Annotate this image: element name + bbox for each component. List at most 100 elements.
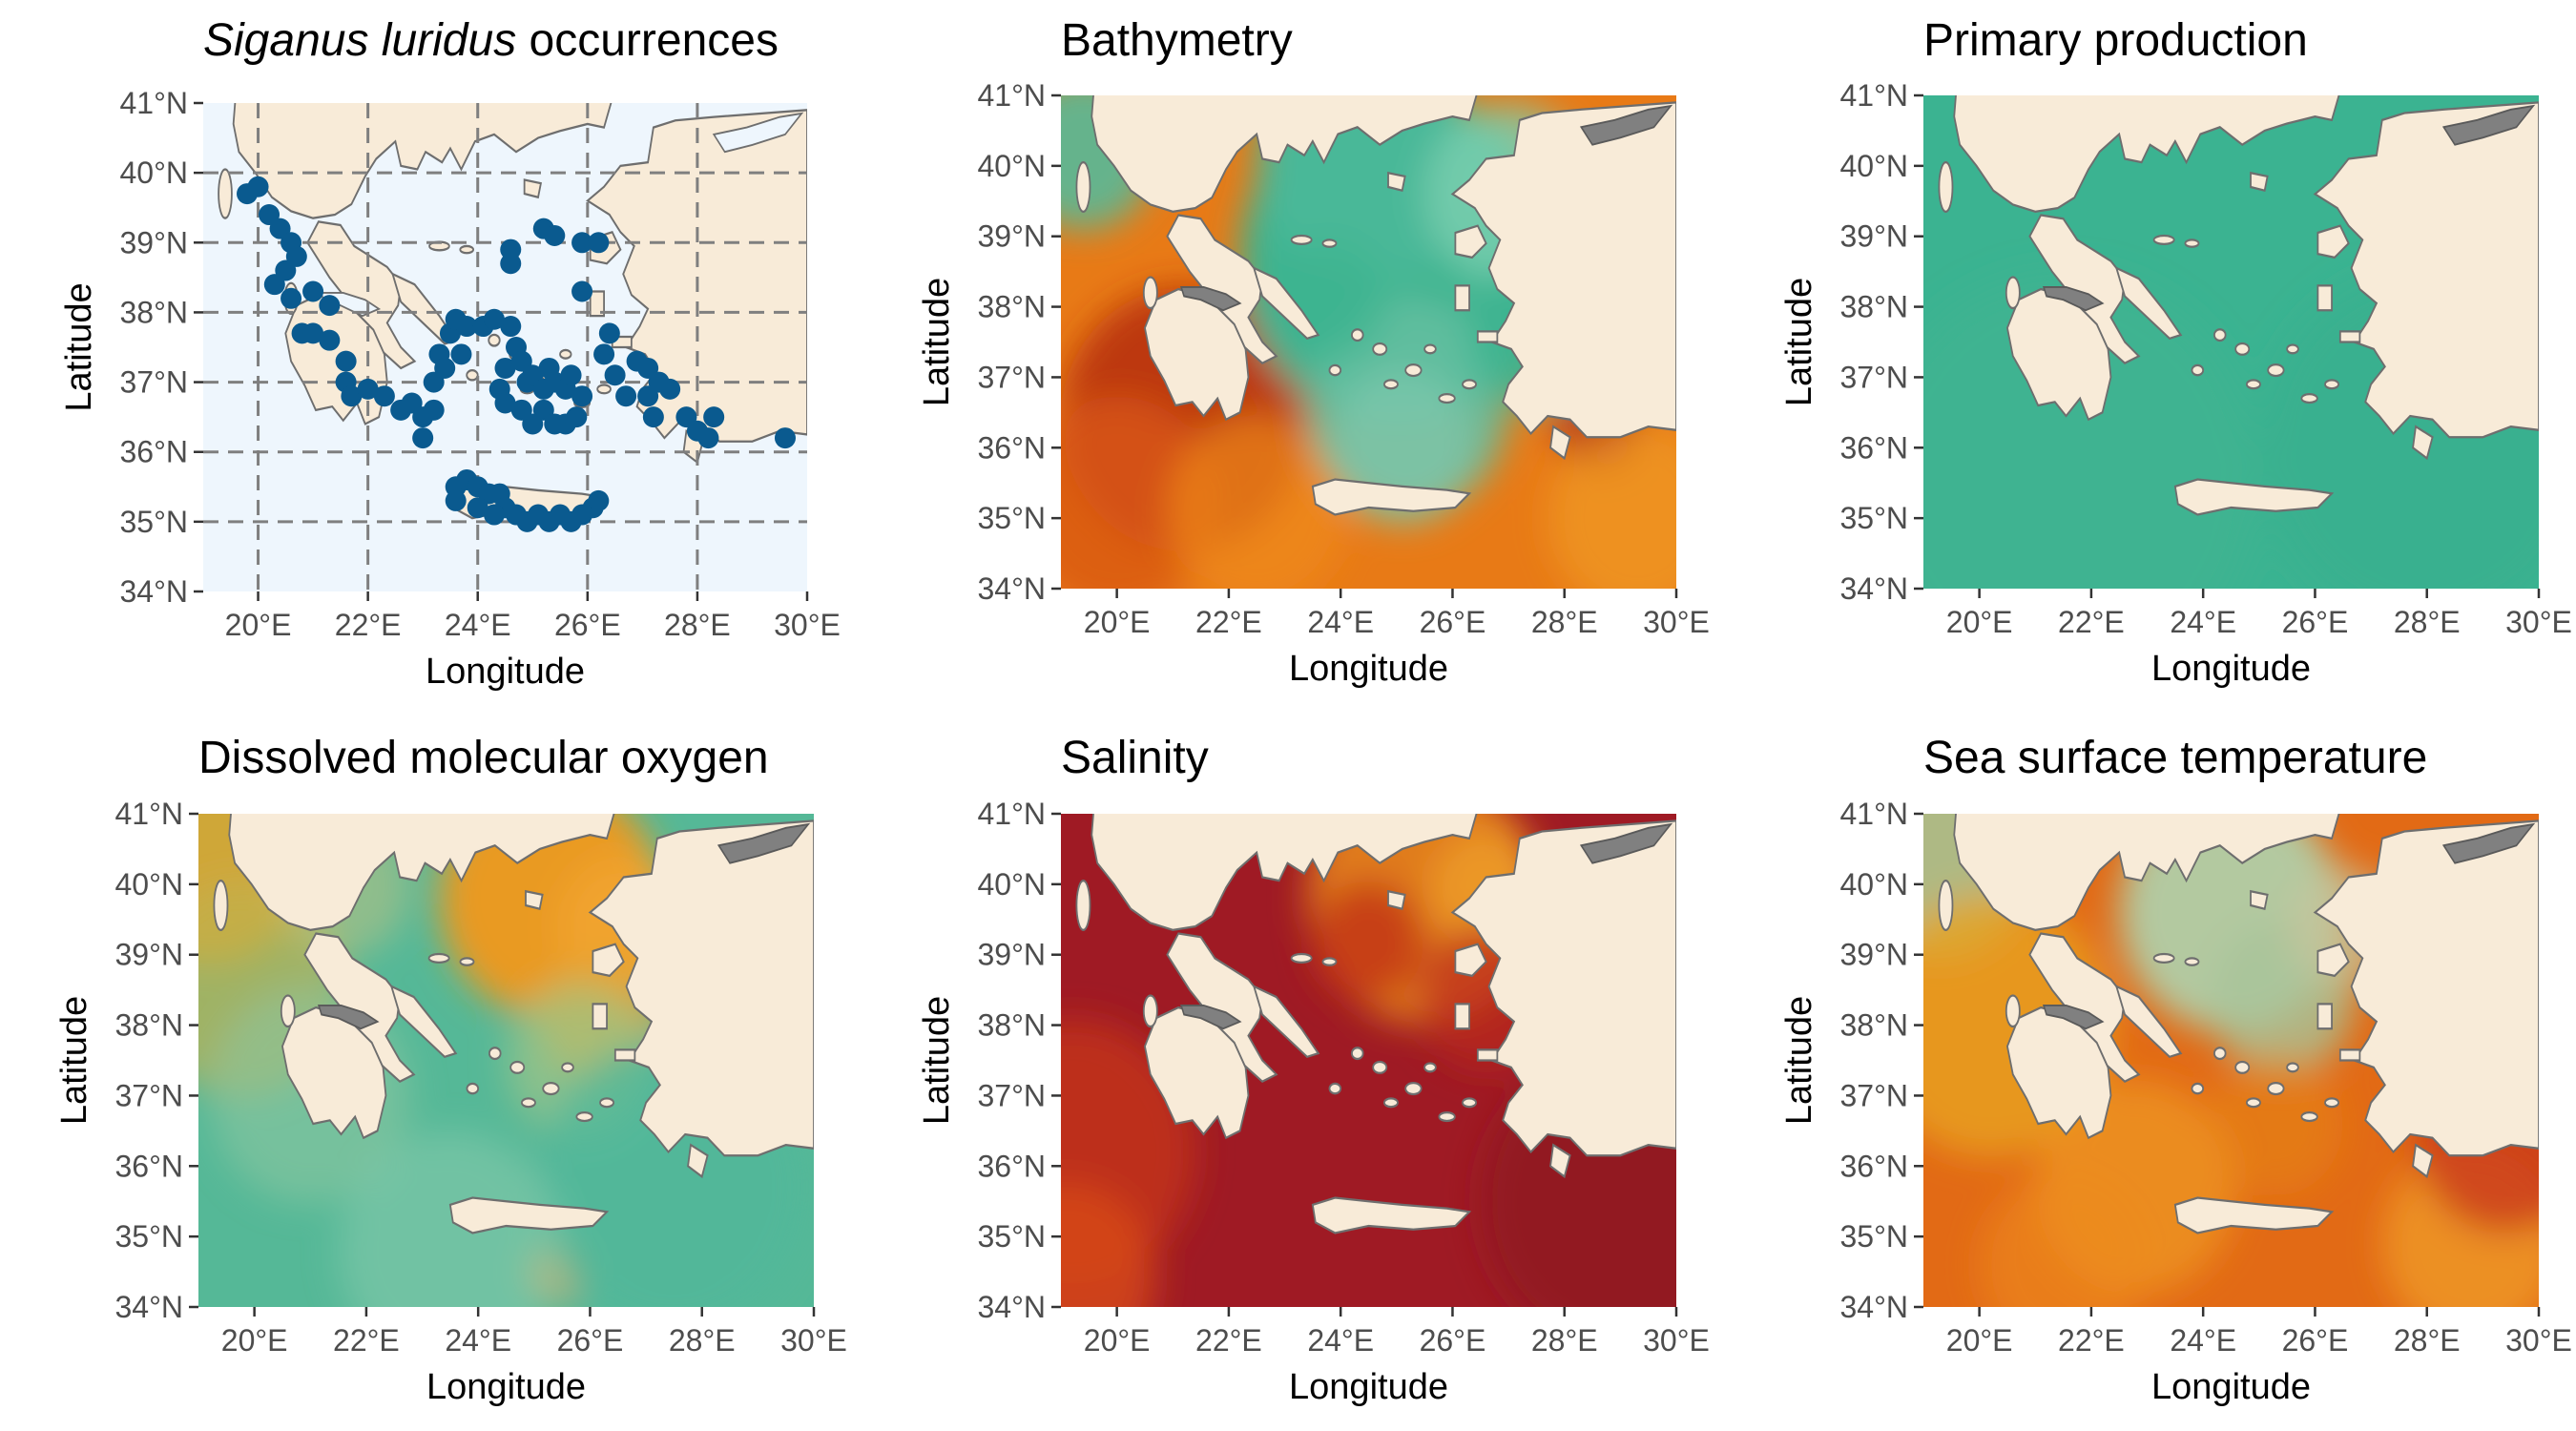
x-axis-label: Longitude [2151, 1367, 2311, 1407]
occurrence-point [659, 378, 681, 400]
x-tick-label: 22°E [2058, 1323, 2125, 1358]
occurrence-point [263, 274, 285, 296]
x-tick-label: 20°E [1084, 1323, 1151, 1358]
y-axis-label: Latitude [59, 282, 99, 411]
x-tick-label: 20°E [1946, 1323, 2013, 1358]
x-tick-label: 28°E [664, 608, 731, 642]
y-tick-label: 34°N [1840, 1290, 1909, 1324]
y-tick-label: 34°N [978, 571, 1047, 606]
occurrence-point [467, 497, 488, 519]
occurrence-point [302, 322, 324, 344]
x-tick-label: 26°E [2282, 605, 2349, 639]
occurrence-point [280, 287, 302, 309]
occurrence-point [544, 224, 566, 246]
map-area: 41°N 40°N 39°N 38°N 37°N 36°N 35°N 34°N 20°E 22°E… [59, 86, 841, 692]
map-area: 41°N 40°N 39°N 38°N 37°N 36°N 35°N 34°N 20°E 22°E… [917, 78, 1710, 689]
panel-title-rest: occurrences [516, 15, 779, 66]
occurrence-point [571, 280, 593, 302]
map-area: 41°N 40°N 39°N 38°N 37°N 36°N 35°N 34°N 20°E 22°E… [1779, 797, 2572, 1407]
y-tick-label: 41°N [115, 797, 184, 831]
axes: 41°N 40°N 39°N 38°N 37°N 36°N 35°N 34°N 20°E 22°E… [917, 78, 1710, 689]
y-tick-label: 38°N [120, 295, 189, 329]
y-tick-label: 35°N [978, 501, 1047, 535]
y-tick-label: 34°N [1840, 571, 1909, 606]
y-tick-label: 38°N [1840, 290, 1909, 324]
y-tick-label: 36°N [120, 435, 189, 469]
occurrence-point [571, 385, 593, 407]
x-tick-label: 28°E [669, 1323, 736, 1358]
occurrence-point [412, 427, 434, 449]
x-tick-label: 28°E [2394, 1323, 2461, 1358]
y-tick-label: 36°N [1840, 1149, 1909, 1183]
occurrence-point [434, 357, 456, 379]
y-tick-label: 35°N [120, 505, 189, 539]
axes: 41°N 40°N 39°N 38°N 37°N 36°N 35°N 34°N 20°E 22°E… [59, 86, 841, 692]
y-axis-label: Latitude [917, 278, 957, 406]
occurrence-point [697, 427, 719, 449]
occurrence-point [247, 176, 269, 197]
occurrence-point [774, 427, 796, 449]
panel-title: Sea surface temperature [1923, 733, 2427, 783]
y-tick-label: 39°N [1840, 938, 1909, 972]
map-area: 41°N 40°N 39°N 38°N 37°N 36°N 35°N 34°N 20°E 22°E… [1779, 78, 2572, 689]
occurrence-point [494, 357, 516, 379]
occurrence-point [302, 280, 324, 302]
y-tick-label: 34°N [978, 1290, 1047, 1324]
x-tick-label: 30°E [1643, 605, 1710, 639]
occurrence-point [483, 504, 505, 526]
y-tick-label: 39°N [120, 225, 189, 259]
y-tick-label: 39°N [978, 938, 1047, 972]
x-tick-label: 20°E [225, 608, 292, 642]
occurrence-point [483, 308, 505, 330]
occurrence-point [319, 295, 341, 317]
panel-pp: Primary production 41°N 40°N 39°N 38°N 37°N 36… [1779, 15, 2572, 689]
y-tick-label: 41°N [120, 86, 189, 120]
occurrence-point [450, 343, 472, 365]
x-tick-label: 28°E [1531, 605, 1598, 639]
occurrence-point [560, 364, 582, 386]
x-tick-label: 24°E [445, 1323, 511, 1358]
y-tick-label: 34°N [115, 1290, 184, 1324]
occurrence-point [456, 316, 478, 338]
x-axis-label: Longitude [426, 1367, 586, 1407]
y-tick-label: 40°N [978, 867, 1047, 902]
y-tick-label: 41°N [978, 797, 1047, 831]
y-axis-label: Latitude [54, 996, 94, 1125]
y-tick-label: 39°N [1840, 219, 1909, 254]
panel-title: Salinity [1061, 733, 1209, 783]
panel-title: Dissolved molecular oxygen [198, 733, 769, 783]
x-tick-label: 26°E [557, 1323, 624, 1358]
x-tick-label: 24°E [2170, 1323, 2236, 1358]
y-axis-label: Latitude [1779, 996, 1819, 1125]
y-axis-label: Latitude [917, 996, 957, 1125]
panel-sal: Salinity 41°N 40°N 39°N 38°N 37°N 36°N 35°N 34°N… [917, 733, 1710, 1407]
occurrence-point [494, 392, 516, 414]
x-tick-label: 30°E [2505, 1323, 2572, 1358]
x-tick-label: 28°E [1531, 1323, 1598, 1358]
x-tick-label: 26°E [554, 608, 621, 642]
y-axis-label: Latitude [1779, 278, 1819, 406]
y-tick-label: 34°N [120, 574, 189, 609]
x-axis-label: Longitude [1289, 649, 1448, 689]
x-tick-label: 24°E [445, 608, 511, 642]
occurrence-point [642, 406, 664, 428]
y-tick-label: 40°N [1840, 867, 1909, 902]
x-tick-label: 24°E [1307, 605, 1374, 639]
y-tick-label: 41°N [978, 78, 1047, 113]
x-tick-label: 24°E [2170, 605, 2236, 639]
y-tick-label: 40°N [978, 149, 1047, 183]
x-tick-label: 24°E [1307, 1323, 1374, 1358]
x-tick-label: 30°E [2505, 605, 2572, 639]
map-area: 41°N 40°N 39°N 38°N 37°N 36°N 35°N 34°N 20°E 22°E… [917, 797, 1710, 1407]
x-tick-label: 30°E [780, 1323, 847, 1358]
occurrence-point [341, 385, 363, 407]
occurrence-point [544, 413, 566, 435]
y-tick-label: 35°N [978, 1219, 1047, 1254]
panel-title: Bathymetry [1061, 15, 1293, 66]
y-tick-label: 36°N [978, 430, 1047, 465]
y-tick-label: 41°N [1840, 797, 1909, 831]
occurrence-point [593, 343, 615, 365]
occurrence-point [357, 378, 379, 400]
x-tick-label: 26°E [2282, 1323, 2349, 1358]
occurrence-point [500, 253, 522, 275]
